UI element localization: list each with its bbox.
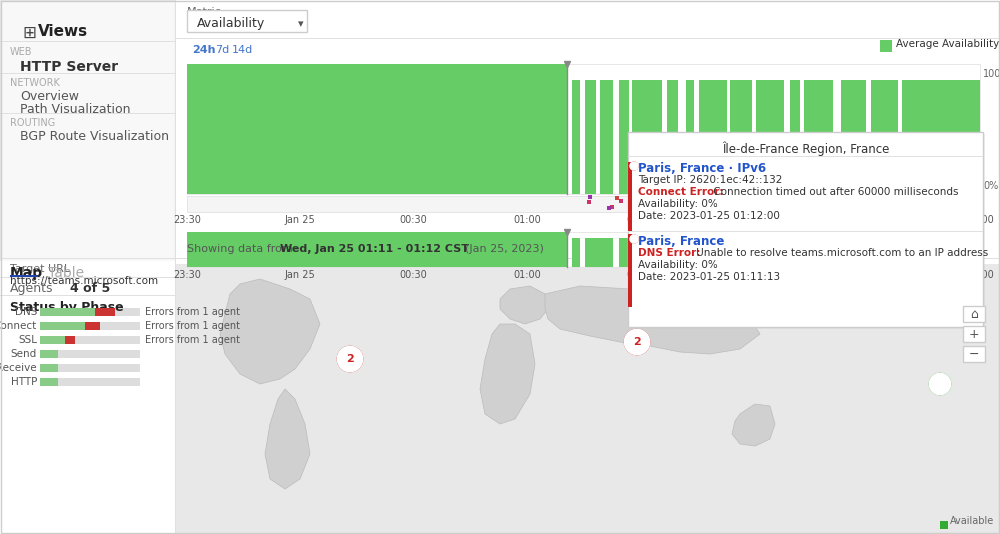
FancyBboxPatch shape: [40, 364, 140, 372]
FancyBboxPatch shape: [175, 258, 1000, 259]
FancyBboxPatch shape: [736, 195, 740, 199]
FancyBboxPatch shape: [0, 0, 175, 534]
Text: Target URL: Target URL: [10, 264, 70, 274]
Text: 01:30: 01:30: [626, 270, 654, 280]
FancyBboxPatch shape: [187, 64, 567, 194]
Text: 00:30: 00:30: [400, 270, 427, 280]
FancyBboxPatch shape: [912, 202, 916, 206]
Text: Errors from 1 agent: Errors from 1 agent: [145, 321, 240, 331]
FancyBboxPatch shape: [694, 238, 699, 267]
FancyBboxPatch shape: [826, 201, 830, 205]
Text: 03:00: 03:00: [966, 215, 994, 225]
Text: https://teams.microsoft.com: https://teams.microsoft.com: [10, 276, 158, 286]
Text: 24h: 24h: [192, 45, 216, 55]
FancyBboxPatch shape: [830, 204, 834, 208]
FancyBboxPatch shape: [40, 336, 65, 344]
FancyBboxPatch shape: [40, 308, 95, 316]
FancyBboxPatch shape: [866, 238, 871, 267]
FancyBboxPatch shape: [580, 238, 585, 267]
Text: 01:30: 01:30: [626, 215, 654, 225]
FancyBboxPatch shape: [40, 364, 58, 372]
FancyBboxPatch shape: [572, 238, 980, 267]
Polygon shape: [220, 279, 320, 384]
Text: NETWORK: NETWORK: [10, 78, 60, 88]
Polygon shape: [732, 404, 775, 446]
Text: 4 of 5: 4 of 5: [70, 282, 110, 295]
Polygon shape: [500, 286, 548, 324]
Text: 100%: 100%: [983, 69, 1000, 79]
FancyBboxPatch shape: [783, 195, 787, 199]
Text: Connection timed out after 60000 milliseconds: Connection timed out after 60000 millise…: [710, 187, 958, 197]
FancyBboxPatch shape: [873, 200, 877, 204]
FancyBboxPatch shape: [808, 197, 812, 201]
Text: Available: Available: [950, 516, 994, 526]
Text: Views: Views: [38, 24, 88, 39]
FancyBboxPatch shape: [572, 80, 980, 194]
FancyBboxPatch shape: [837, 196, 841, 200]
FancyBboxPatch shape: [0, 261, 175, 534]
FancyBboxPatch shape: [800, 238, 804, 267]
Text: Agents: Agents: [10, 282, 54, 295]
Text: Overview: Overview: [20, 90, 79, 103]
FancyBboxPatch shape: [0, 73, 175, 74]
FancyBboxPatch shape: [833, 80, 841, 194]
FancyBboxPatch shape: [866, 80, 871, 194]
Text: −: −: [969, 348, 979, 360]
FancyBboxPatch shape: [727, 195, 731, 199]
FancyBboxPatch shape: [954, 198, 958, 202]
FancyBboxPatch shape: [662, 238, 667, 267]
Text: 23:30: 23:30: [173, 270, 201, 280]
Text: Average Availability: Average Availability: [896, 39, 999, 49]
Text: Wed, Jan 25 01:11 - 01:12 CST: Wed, Jan 25 01:11 - 01:12 CST: [280, 244, 469, 254]
FancyBboxPatch shape: [95, 308, 115, 316]
FancyBboxPatch shape: [958, 204, 962, 208]
Text: Receive: Receive: [0, 363, 37, 373]
FancyBboxPatch shape: [187, 196, 980, 212]
Text: Errors from 1 agent: Errors from 1 agent: [145, 335, 240, 345]
Text: Send: Send: [11, 349, 37, 359]
Text: 00:30: 00:30: [400, 215, 427, 225]
FancyBboxPatch shape: [40, 322, 140, 330]
FancyBboxPatch shape: [615, 196, 619, 200]
FancyBboxPatch shape: [588, 195, 592, 199]
Text: Connect: Connect: [0, 321, 37, 331]
FancyBboxPatch shape: [910, 195, 914, 199]
Text: 02:00: 02:00: [739, 270, 767, 280]
FancyBboxPatch shape: [0, 0, 175, 534]
Text: DNS: DNS: [15, 307, 37, 317]
FancyBboxPatch shape: [716, 202, 720, 206]
Text: 23:30: 23:30: [173, 215, 201, 225]
Text: 01:00: 01:00: [513, 215, 541, 225]
FancyBboxPatch shape: [175, 264, 1000, 534]
FancyBboxPatch shape: [781, 196, 785, 200]
FancyBboxPatch shape: [613, 238, 619, 267]
FancyBboxPatch shape: [40, 336, 140, 344]
Text: Île-de-France Region, France: Île-de-France Region, France: [722, 142, 889, 156]
FancyBboxPatch shape: [963, 326, 985, 342]
FancyBboxPatch shape: [797, 197, 801, 201]
FancyBboxPatch shape: [628, 132, 983, 327]
FancyBboxPatch shape: [0, 41, 175, 42]
Text: Paris, France · IPv6: Paris, France · IPv6: [638, 162, 766, 175]
Polygon shape: [545, 286, 760, 354]
FancyBboxPatch shape: [756, 199, 760, 203]
FancyBboxPatch shape: [187, 10, 307, 32]
FancyBboxPatch shape: [940, 521, 948, 529]
Text: Jan 25: Jan 25: [285, 270, 316, 280]
Text: 2: 2: [633, 337, 641, 347]
Text: ⌂: ⌂: [970, 308, 978, 320]
FancyBboxPatch shape: [596, 80, 600, 194]
FancyBboxPatch shape: [963, 346, 985, 362]
Text: Showing data from: Showing data from: [187, 244, 296, 254]
FancyBboxPatch shape: [678, 80, 686, 194]
FancyBboxPatch shape: [727, 80, 730, 194]
FancyBboxPatch shape: [781, 195, 785, 199]
Text: Jan 25: Jan 25: [285, 215, 316, 225]
Text: 02:30: 02:30: [853, 215, 881, 225]
Text: Latest→|: Latest→|: [925, 242, 967, 252]
FancyBboxPatch shape: [647, 203, 651, 207]
Polygon shape: [265, 389, 310, 489]
Text: 14d: 14d: [232, 45, 253, 55]
Text: Availability: 0%: Availability: 0%: [638, 260, 718, 270]
